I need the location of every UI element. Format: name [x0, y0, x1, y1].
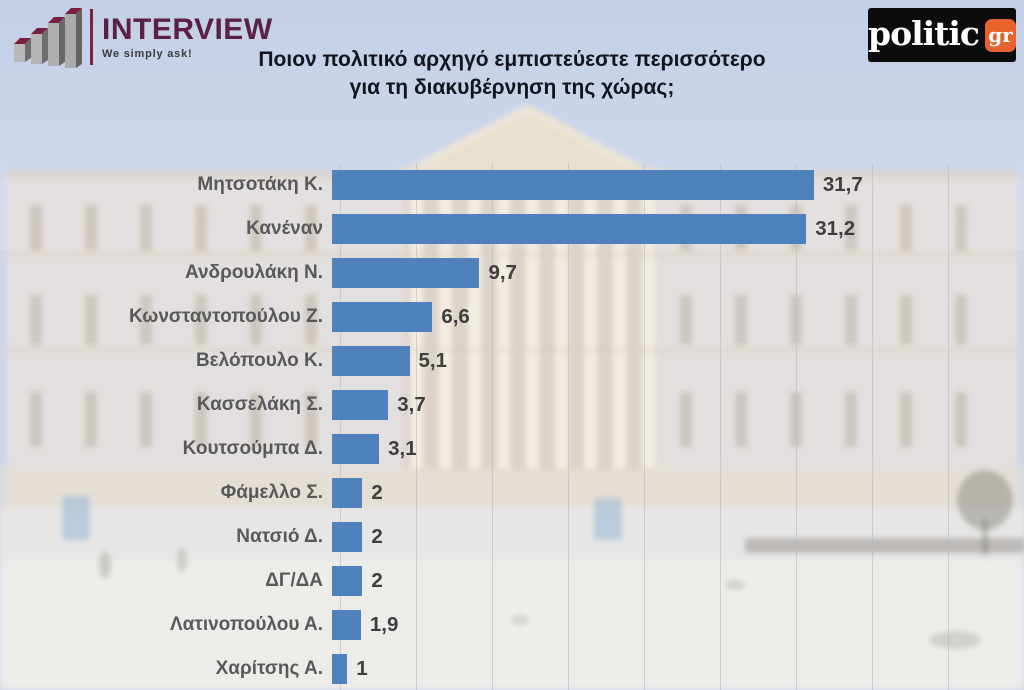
value-label: 2 [371, 481, 383, 504]
value-label: 6,6 [441, 305, 470, 328]
bar [332, 610, 361, 640]
value-label: 3,1 [388, 437, 417, 460]
category-label: Κασσελάκη Σ. [196, 394, 323, 415]
chart-gridlines [340, 163, 949, 690]
chart-row: Κουτσούμπα Δ. 3,1 [0, 427, 1024, 471]
politic-logo-text: politic [868, 13, 980, 53]
interview-logo: INTERVIEW We simply ask! [10, 6, 273, 68]
category-label: Κουτσούμπα Δ. [182, 438, 323, 459]
bar [332, 170, 814, 200]
bar [332, 346, 410, 376]
category-label: Χαρίτσης Α. [215, 658, 323, 679]
chart-row: Βελόπουλο Κ. 5,1 [0, 339, 1024, 383]
value-label: 2 [371, 569, 383, 592]
category-label: Νατσιό Δ. [236, 526, 323, 547]
politic-gr-badge: gr [985, 18, 1016, 52]
bar [332, 434, 380, 464]
category-label: ΔΓ/ΔΑ [265, 570, 323, 591]
interview-logo-tagline: We simply ask! [102, 47, 193, 60]
chart-row: Λατινοπούλου Α. 1,9 [0, 603, 1024, 647]
chart-row: Κανέναν 31,2 [0, 207, 1024, 251]
chart-row: Κωνσταντοπούλου Ζ. 6,6 [0, 295, 1024, 339]
category-label: Φάμελλο Σ. [220, 482, 323, 503]
chart-row: Χαρίτσης Α. 1 [0, 647, 1024, 690]
value-label: 5,1 [418, 349, 448, 372]
bar [332, 214, 807, 244]
chart-title-line1: Ποιον πολιτικό αρχηγό εμπιστεύεστε περισ… [258, 48, 766, 71]
category-label: Μητσοτάκη Κ. [197, 174, 323, 195]
value-label: 1 [356, 657, 368, 680]
value-label: 3,7 [397, 393, 426, 416]
chart-title: Ποιον πολιτικό αρχηγό εμπιστεύεστε περισ… [0, 46, 1024, 102]
bar [332, 390, 389, 420]
logo-divider [90, 9, 93, 65]
chart-row: Μητσοτάκη Κ. 31,7 [0, 163, 1024, 207]
bar-chart: Μητσοτάκη Κ. 31,7 Κανέναν 31,2 Ανδρουλάκη Ν.… [0, 163, 1024, 690]
value-label: 2 [371, 525, 383, 548]
category-label: Λατινοπούλου Α. [169, 614, 323, 635]
bar [332, 566, 363, 596]
value-label: 31,2 [815, 217, 856, 240]
chart-row: Κασσελάκη Σ. 3,7 [0, 383, 1024, 427]
category-label: Κωνσταντοπούλου Ζ. [129, 306, 323, 327]
bar [332, 522, 363, 552]
value-label: 9,7 [488, 261, 517, 284]
bar [332, 478, 363, 508]
category-label: Βελόπουλο Κ. [195, 350, 323, 371]
category-label: Κανέναν [246, 218, 323, 239]
category-label: Ανδρουλάκη Ν. [184, 262, 323, 283]
chart-row: ΔΓ/ΔΑ 2 [0, 559, 1024, 603]
bar [332, 654, 348, 684]
value-label: 31,7 [822, 173, 863, 196]
value-label: 1,9 [369, 613, 399, 636]
chart-row: Νατσιό Δ. 2 [0, 515, 1024, 559]
bar [332, 258, 480, 288]
interview-bar-chart-icon [14, 8, 82, 68]
chart-row: Ανδρουλάκη Ν. 9,7 [0, 251, 1024, 295]
chart-row: Φάμελλο Σ. 2 [0, 471, 1024, 515]
politic-logo: politic gr [868, 8, 1016, 62]
bar [332, 302, 433, 332]
interview-logo-text: INTERVIEW [102, 12, 273, 46]
chart-title-line2: για τη διακυβέρνηση της χώρας; [349, 75, 675, 99]
